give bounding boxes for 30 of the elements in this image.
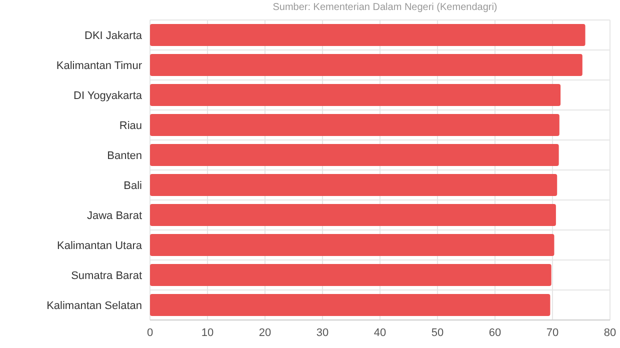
bar bbox=[150, 234, 554, 256]
y-tick-label: Kalimantan Timur bbox=[56, 60, 142, 72]
y-tick-label: DI Yogyakarta bbox=[74, 90, 143, 102]
y-tick-label: Sumatra Barat bbox=[71, 270, 142, 282]
x-tick-label: 0 bbox=[146, 326, 154, 339]
bar bbox=[150, 144, 559, 166]
x-tick-label: 20 bbox=[258, 326, 272, 339]
x-tick-label: 60 bbox=[488, 326, 502, 339]
y-tick-label: Kalimantan Selatan bbox=[46, 300, 142, 312]
x-tick-label: 30 bbox=[316, 326, 329, 339]
y-tick-label: DKI Jakarta bbox=[84, 30, 143, 42]
bar bbox=[150, 54, 582, 76]
bar bbox=[150, 204, 556, 226]
x-tick-label: 70 bbox=[546, 326, 559, 339]
bar bbox=[150, 114, 560, 136]
text: Sumber: Kementerian Dalam Negeri (Kemendagri) bbox=[272, 2, 498, 13]
x-tick-label: 80 bbox=[604, 326, 616, 339]
bar bbox=[150, 24, 586, 46]
x-tick-label: 40 bbox=[374, 326, 386, 339]
bar bbox=[150, 264, 552, 286]
y-tick-label: Kalimantan Utara bbox=[57, 240, 143, 252]
y-tick-label: Riau bbox=[119, 120, 142, 132]
y-tick-label: Jawa Barat bbox=[86, 210, 142, 222]
bar bbox=[150, 174, 558, 196]
bar bbox=[150, 84, 561, 106]
y-tick-label: Bali bbox=[124, 180, 142, 192]
y-tick-label: Banten bbox=[107, 150, 142, 162]
x-tick-label: 10 bbox=[201, 326, 214, 339]
bar bbox=[150, 294, 550, 316]
x-tick-label: 50 bbox=[431, 326, 444, 339]
